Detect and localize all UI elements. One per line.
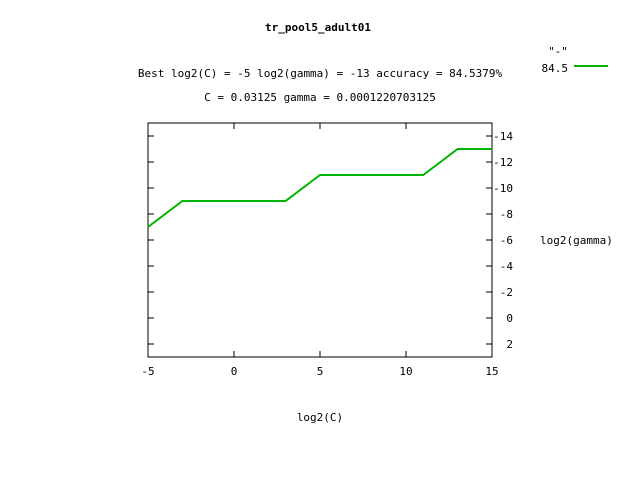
series-lines [147, 148, 492, 228]
y-tick-label: -12 [493, 156, 513, 169]
y-axis-label: log2(gamma) [540, 234, 613, 247]
x-tick-label: -5 [141, 365, 154, 378]
best-parameters-line: Best log2(C) = -5 log2(gamma) = -13 accu… [138, 67, 503, 80]
chart-title: tr_pool5_adult01 [265, 21, 371, 34]
y-tick-label: 0 [506, 312, 513, 325]
plot-frame [147, 122, 493, 358]
y-axis-ticks: -14 -12 -10 -8 -6 -4 -2 0 2 [148, 130, 513, 351]
x-axis-label: log2(C) [297, 411, 343, 424]
parameter-values-line: C = 0.03125 gamma = 0.0001220703125 [204, 91, 436, 104]
series-line [147, 148, 492, 228]
x-tick-label: 10 [399, 365, 412, 378]
x-tick-label: 0 [231, 365, 238, 378]
y-tick-label: -8 [500, 208, 513, 221]
x-tick-label: 5 [317, 365, 324, 378]
y-tick-label: -14 [493, 130, 513, 143]
y-tick-label: -6 [500, 234, 513, 247]
y-tick-label: -4 [500, 260, 514, 273]
y-tick-label: -2 [500, 286, 513, 299]
x-axis-ticks: -5 0 5 10 15 [141, 123, 499, 378]
y-tick-label: -10 [493, 182, 513, 195]
legend-header: "-" [548, 45, 568, 58]
legend-entry-label: 84.5 [542, 62, 569, 75]
x-tick-label: 15 [485, 365, 498, 378]
y-tick-label: 2 [506, 338, 513, 351]
